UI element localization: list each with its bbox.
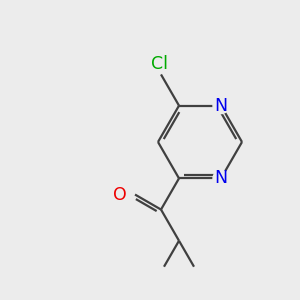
Text: O: O — [113, 185, 127, 203]
Circle shape — [213, 98, 229, 114]
Circle shape — [213, 170, 229, 186]
Text: N: N — [214, 97, 228, 115]
Text: N: N — [214, 169, 228, 188]
Text: Cl: Cl — [151, 56, 167, 74]
